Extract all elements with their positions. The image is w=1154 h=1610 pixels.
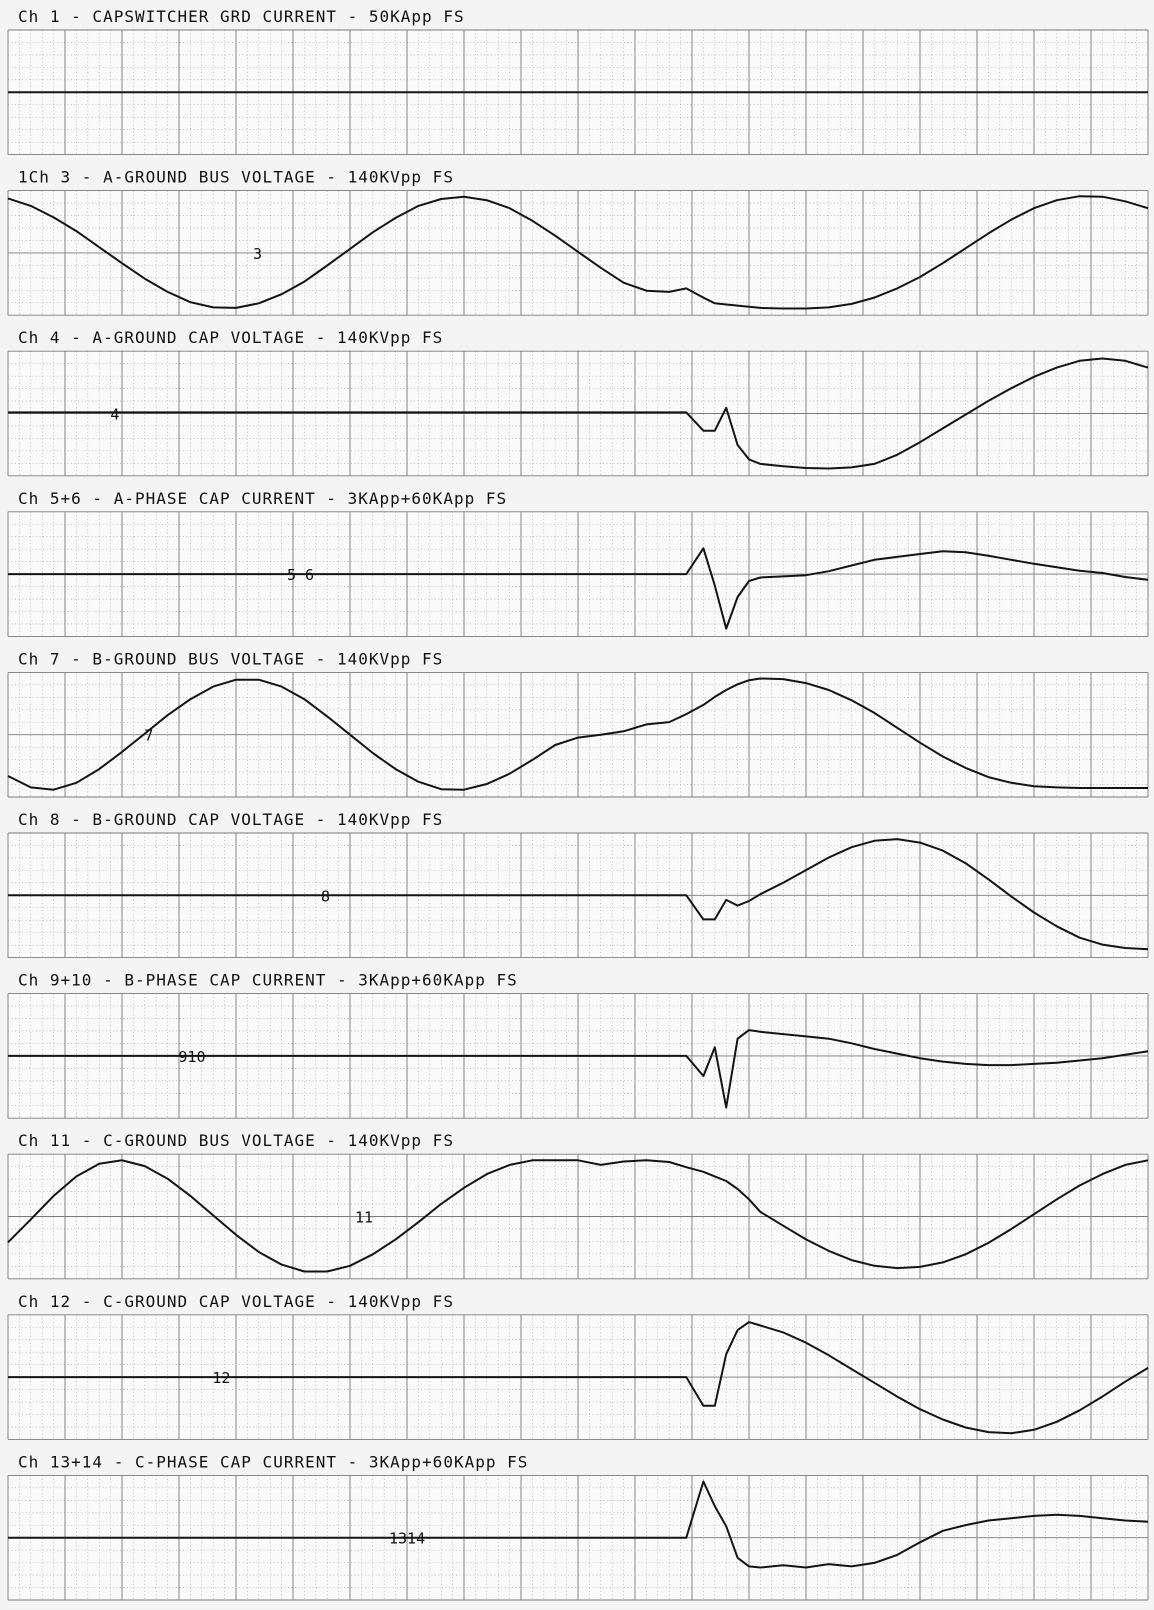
channel-trace xyxy=(8,357,1149,470)
trace-marker: 7 xyxy=(144,727,153,745)
channel-title: Ch 11 - C-GROUND BUS VOLTAGE - 140KVpp F… xyxy=(18,1131,454,1150)
trace-marker: 3 xyxy=(253,245,262,263)
channel-panel: Ch 5+6 - A-PHASE CAP CURRENT - 3KApp+60K… xyxy=(7,489,1149,637)
channel-trace xyxy=(7,1159,1149,1273)
channel-title: 1Ch 3 - A-GROUND BUS VOLTAGE - 140KVpp F… xyxy=(18,168,454,187)
channel-panel: Ch 13+14 - C-PHASE CAP CURRENT - 3KApp+6… xyxy=(7,1452,1149,1601)
channel-panel: Ch 4 - A-GROUND CAP VOLTAGE - 140KVpp FS… xyxy=(7,328,1149,477)
channel-trace xyxy=(8,1480,1149,1569)
channel-panel: Ch 9+10 - B-PHASE CAP CURRENT - 3KApp+60… xyxy=(7,971,1149,1119)
trace-marker: 910 xyxy=(178,1048,205,1066)
channel-trace xyxy=(7,677,1148,791)
trace-marker: 5 6 xyxy=(287,566,314,584)
channel-panel: Ch 11 - C-GROUND BUS VOLTAGE - 140KVpp F… xyxy=(7,1131,1149,1280)
channel-panel: Ch 12 - C-GROUND CAP VOLTAGE - 140KVpp F… xyxy=(7,1292,1149,1440)
channel-panel: Ch 8 - B-GROUND CAP VOLTAGE - 140KVpp FS… xyxy=(7,810,1149,959)
channel-title: Ch 12 - C-GROUND CAP VOLTAGE - 140KVpp F… xyxy=(18,1292,454,1311)
trace-marker: 12 xyxy=(212,1369,230,1387)
channel-panel: Ch 7 - B-GROUND BUS VOLTAGE - 140KVpp FS… xyxy=(7,649,1149,798)
channel-trace xyxy=(7,195,1149,310)
channel-title: Ch 4 - A-GROUND CAP VOLTAGE - 140KVpp FS xyxy=(18,328,443,347)
channel-trace xyxy=(8,838,1149,951)
channel-title: Ch 7 - B-GROUND BUS VOLTAGE - 140KVpp FS xyxy=(18,649,443,668)
channel-panel: Ch 1 - CAPSWITCHER GRD CURRENT - 50KApp … xyxy=(7,7,1149,156)
channel-trace xyxy=(8,1321,1149,1435)
trace-marker: 11 xyxy=(355,1209,373,1227)
channel-title: Ch 1 - CAPSWITCHER GRD CURRENT - 50KApp … xyxy=(18,7,465,26)
channel-trace xyxy=(8,1029,1149,1109)
channel-panel: 1Ch 3 - A-GROUND BUS VOLTAGE - 140KVpp F… xyxy=(7,168,1149,316)
channel-title: Ch 13+14 - C-PHASE CAP CURRENT - 3KApp+6… xyxy=(18,1452,528,1471)
channel-trace xyxy=(8,547,1149,630)
channel-title: Ch 9+10 - B-PHASE CAP CURRENT - 3KApp+60… xyxy=(18,971,518,990)
channel-title: Ch 8 - B-GROUND CAP VOLTAGE - 140KVpp FS xyxy=(18,810,443,829)
trace-marker: 1314 xyxy=(389,1530,425,1548)
trace-marker: 8 xyxy=(321,887,330,905)
channel-title: Ch 5+6 - A-PHASE CAP CURRENT - 3KApp+60K… xyxy=(18,489,507,508)
trace-marker: 4 xyxy=(110,406,119,424)
channel-panels: Ch 1 - CAPSWITCHER GRD CURRENT - 50KApp … xyxy=(7,7,1149,1601)
